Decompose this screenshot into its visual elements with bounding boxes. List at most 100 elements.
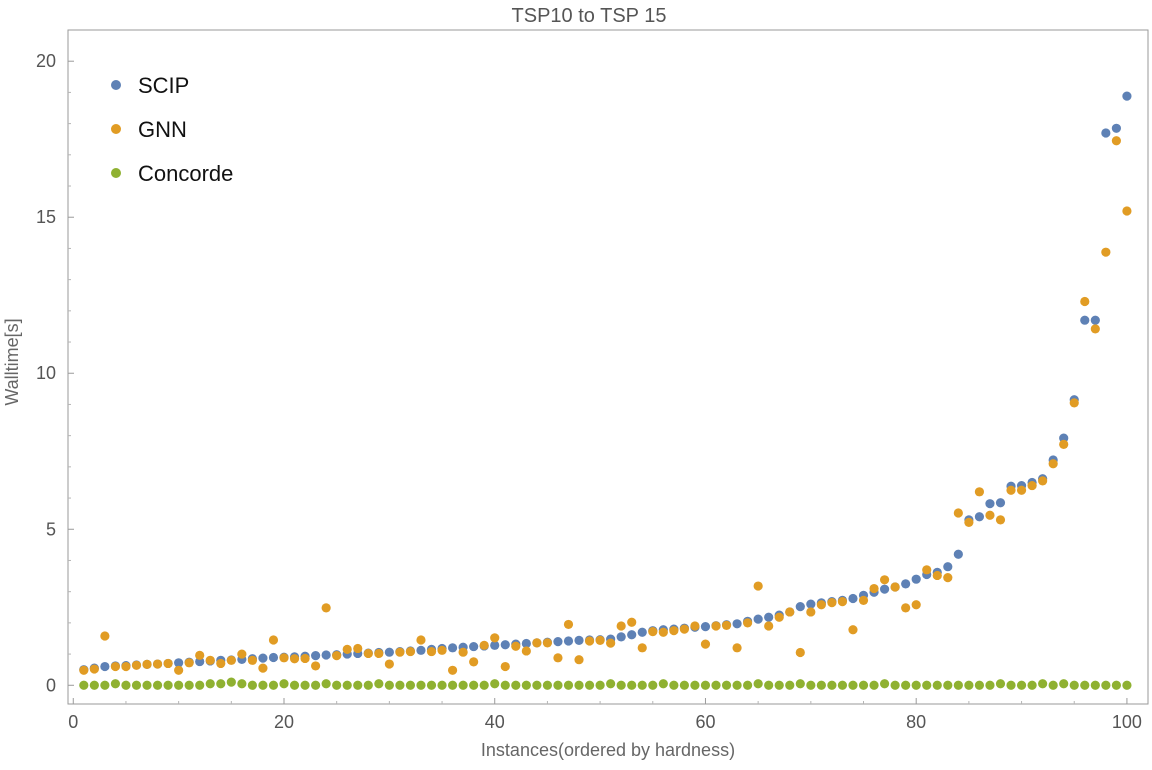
data-point-gnn bbox=[827, 597, 837, 608]
x-tick-label: 100 bbox=[1112, 712, 1142, 732]
data-point-gnn bbox=[542, 638, 553, 648]
data-point-concorde bbox=[1069, 680, 1079, 690]
x-tick-label: 20 bbox=[274, 712, 294, 732]
data-point-gnn bbox=[848, 625, 858, 635]
data-point-concorde bbox=[321, 679, 331, 689]
data-point-scip bbox=[174, 658, 184, 668]
data-point-gnn bbox=[458, 647, 468, 657]
data-point-concorde bbox=[1027, 680, 1037, 690]
data-point-gnn bbox=[532, 638, 542, 648]
data-point-concorde bbox=[258, 680, 268, 690]
data-point-concorde bbox=[764, 680, 774, 690]
data-point-concorde bbox=[858, 680, 869, 690]
data-point-gnn bbox=[669, 626, 679, 636]
data-point-gnn bbox=[100, 631, 110, 641]
data-point-concorde bbox=[500, 680, 510, 690]
data-point-concorde bbox=[553, 680, 563, 690]
data-point-scip bbox=[732, 619, 742, 629]
data-point-gnn bbox=[606, 638, 616, 648]
plot-frame bbox=[67, 29, 1149, 705]
data-point-gnn bbox=[985, 510, 995, 520]
x-tick-label: 0 bbox=[68, 712, 78, 732]
data-point-concorde bbox=[869, 680, 879, 690]
data-points bbox=[79, 91, 1132, 690]
data-point-concorde bbox=[437, 680, 447, 690]
data-point-gnn bbox=[174, 665, 184, 675]
data-point-gnn bbox=[816, 600, 826, 610]
data-point-concorde bbox=[1006, 680, 1016, 690]
data-point-gnn bbox=[416, 635, 426, 645]
data-point-concorde bbox=[721, 680, 732, 690]
data-point-concorde bbox=[142, 680, 152, 690]
data-point-gnn bbox=[490, 633, 500, 643]
data-point-concorde bbox=[1016, 680, 1027, 690]
data-point-concorde bbox=[616, 680, 626, 690]
data-point-concorde bbox=[374, 679, 384, 689]
data-point-gnn bbox=[447, 665, 458, 675]
data-point-gnn bbox=[195, 650, 205, 660]
data-point-gnn bbox=[563, 619, 574, 630]
data-point-concorde bbox=[806, 680, 816, 690]
legend-marker bbox=[111, 124, 121, 134]
data-point-concorde bbox=[974, 680, 985, 690]
data-point-gnn bbox=[858, 595, 869, 606]
y-tick-label: 10 bbox=[36, 363, 56, 383]
y-tick-label: 0 bbox=[46, 675, 56, 695]
data-point-gnn bbox=[700, 639, 711, 649]
data-point-scip bbox=[1080, 315, 1090, 325]
data-point-concorde bbox=[195, 680, 205, 690]
data-point-concorde bbox=[911, 680, 921, 690]
data-point-gnn bbox=[1069, 398, 1079, 408]
data-point-concorde bbox=[922, 680, 932, 690]
x-tick-label: 80 bbox=[906, 712, 926, 732]
data-point-gnn bbox=[426, 646, 437, 657]
data-point-concorde bbox=[405, 680, 416, 690]
data-point-concorde bbox=[848, 680, 858, 690]
data-point-gnn bbox=[479, 640, 489, 650]
data-point-gnn bbox=[110, 661, 121, 672]
data-point-scip bbox=[995, 498, 1006, 508]
data-point-concorde bbox=[1122, 680, 1132, 690]
data-point-concorde bbox=[174, 680, 184, 690]
data-point-concorde bbox=[426, 680, 437, 690]
data-point-concorde bbox=[964, 680, 974, 690]
data-point-gnn bbox=[121, 661, 131, 672]
data-point-gnn bbox=[879, 575, 890, 585]
x-axis-title: Instances(ordered by hardness) bbox=[481, 740, 735, 760]
data-point-scip bbox=[795, 602, 805, 612]
data-point-scip bbox=[521, 638, 531, 649]
data-point-scip bbox=[563, 636, 574, 646]
data-point-gnn bbox=[142, 659, 152, 669]
data-point-gnn bbox=[901, 603, 911, 613]
data-point-gnn bbox=[711, 621, 721, 631]
data-point-gnn bbox=[226, 655, 236, 665]
axis-ticks: 0 20 40 60 80 100 0 5 10 15 20 bbox=[36, 51, 1142, 732]
data-point-scip bbox=[416, 645, 426, 655]
legend-marker bbox=[111, 80, 121, 90]
data-point-gnn bbox=[300, 653, 310, 664]
data-point-gnn bbox=[616, 621, 626, 631]
data-point-concorde bbox=[669, 680, 679, 690]
data-point-gnn bbox=[1038, 476, 1048, 486]
data-point-scip bbox=[268, 652, 279, 663]
y-axis-title: Walltime[s] bbox=[2, 318, 22, 405]
data-point-concorde bbox=[648, 680, 658, 690]
data-point-gnn bbox=[332, 651, 342, 661]
data-point-concorde bbox=[595, 680, 605, 690]
data-point-concorde bbox=[342, 680, 352, 690]
data-point-gnn bbox=[932, 570, 942, 581]
data-point-gnn bbox=[311, 661, 321, 671]
data-point-gnn bbox=[1059, 439, 1069, 449]
data-point-gnn bbox=[890, 582, 900, 592]
data-point-scip bbox=[764, 612, 774, 622]
data-point-concorde bbox=[827, 680, 837, 690]
data-point-gnn bbox=[806, 607, 816, 617]
x-tick-label: 60 bbox=[695, 712, 715, 732]
data-point-gnn bbox=[184, 658, 194, 668]
data-point-gnn bbox=[384, 659, 394, 669]
data-point-concorde bbox=[679, 680, 689, 690]
data-point-scip bbox=[616, 632, 626, 642]
data-point-gnn bbox=[922, 565, 932, 575]
data-point-gnn bbox=[1090, 324, 1100, 334]
data-point-scip bbox=[311, 651, 321, 661]
